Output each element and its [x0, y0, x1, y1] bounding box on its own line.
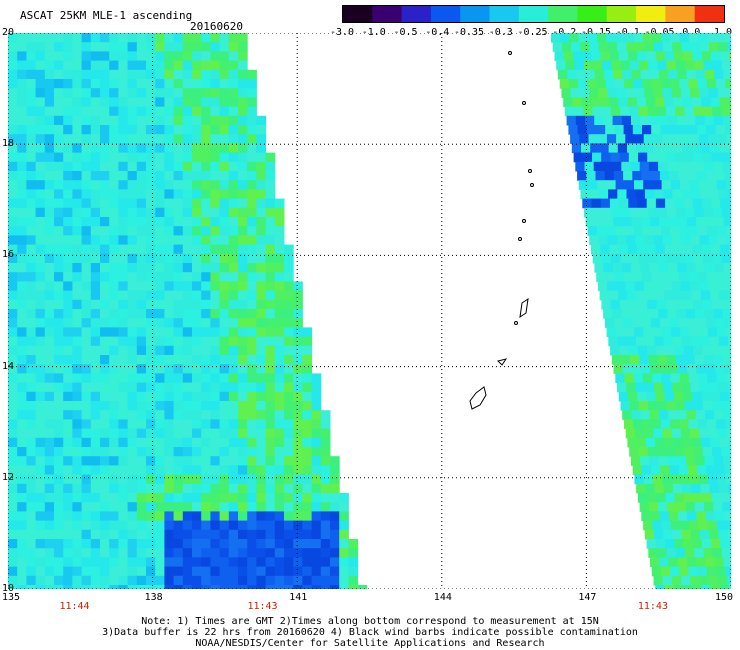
latitude-tick-label: 20 [2, 27, 15, 38]
product-date: 20160620 [190, 20, 243, 33]
latitude-tick-label: 10 [2, 583, 15, 594]
island-outline [519, 297, 529, 319]
colorbar [342, 5, 725, 23]
footnote-line-3: NOAA/NESDIS/Center for Satellite Applica… [195, 638, 545, 649]
colorbar-label: -0.05 [644, 27, 675, 38]
island-outline [530, 183, 534, 187]
measurement-time-label: 11:43 [637, 601, 668, 612]
footnotes: Note: 1) Times are GMT 2)Times along bot… [0, 616, 740, 649]
longitude-tick-label: 144 [433, 592, 452, 603]
colorbar-label: -0.4 [425, 27, 450, 38]
colorbar-label: -0.5 [393, 27, 418, 38]
colorbar-swatch [343, 6, 373, 22]
grid-lines [8, 33, 731, 589]
colorbar-label: -1.0 [361, 27, 386, 38]
colorbar-swatch [665, 6, 696, 22]
colorbar-swatch [548, 6, 579, 22]
longitude-tick-label: 138 [144, 592, 163, 603]
measurement-time-label: 11:44 [59, 601, 90, 612]
guam-outline [469, 386, 487, 410]
footnote-line-1: Note: 1) Times are GMT 2)Times along bot… [141, 616, 599, 627]
island-outline [528, 169, 532, 173]
island-outline [518, 237, 522, 241]
colorbar-swatch [577, 6, 608, 22]
colorbar-swatch [636, 6, 666, 22]
colorbar-label: 1.0 [713, 27, 733, 38]
colorbar-label: -3.0 [329, 27, 355, 38]
longitude-tick-label: 150 [715, 592, 734, 603]
colorbar-swatch [401, 6, 432, 22]
swath-map [8, 33, 731, 589]
island-outline [522, 101, 526, 105]
island-outlines [469, 51, 534, 410]
product-title: ASCAT 25KM MLE-1 ascending [20, 9, 193, 22]
colorbar-swatch [694, 6, 724, 22]
longitude-tick-label: 135 [2, 592, 21, 603]
latitude-tick-label: 18 [2, 138, 15, 150]
colorbar-swatch [489, 6, 520, 22]
colorbar-label: 0.0 [682, 27, 701, 38]
colorbar-swatch [372, 6, 403, 22]
data-swaths [8, 33, 731, 589]
island-outline [514, 321, 518, 325]
longitude-tick-label: 147 [578, 592, 597, 603]
island-outline [497, 358, 508, 366]
measurement-time-label: 11:43 [247, 601, 278, 612]
colorbar-swatches [343, 6, 724, 22]
colorbar-swatch [606, 6, 637, 22]
latitude-tick-label: 12 [2, 471, 15, 483]
colorbar-swatch [518, 6, 549, 22]
latitude-tick-label: 14 [2, 360, 15, 372]
island-outline [522, 219, 526, 223]
footnote-line-2: 3)Data buffer is 22 hrs from 20160620 4)… [102, 627, 638, 638]
colorbar-label: -0.1 [615, 27, 640, 38]
longitude-tick-label: 141 [289, 592, 308, 603]
island-outline [508, 51, 512, 55]
colorbar-swatch [430, 6, 461, 22]
colorbar-swatch [460, 6, 491, 22]
latitude-tick-label: 16 [2, 249, 15, 261]
